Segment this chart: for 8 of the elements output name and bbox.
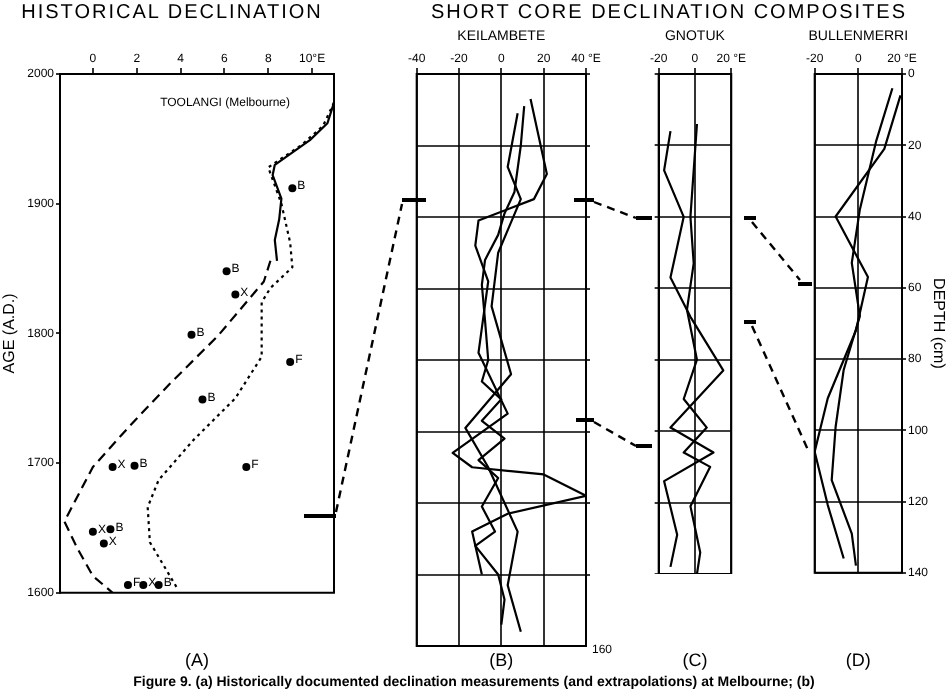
x-axis-title: (C)	[680, 650, 710, 670]
y-axis-title: DEPTH (cm)	[929, 278, 948, 370]
chart-title: HISTORICAL DECLINATION	[19, 2, 325, 24]
text: SHORT CORE DECLINATION COMPOSITES	[428, 2, 910, 24]
x-axis-title: (D)	[843, 650, 873, 670]
y-axis-title: AGE (A.D.)	[0, 292, 19, 374]
x-axis-title: (A)	[183, 650, 211, 670]
x-axis-title: (B)	[487, 650, 516, 670]
